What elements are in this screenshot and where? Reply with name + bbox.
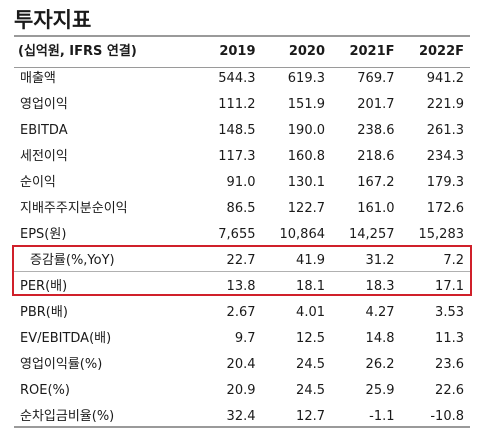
cell-value: 111.2 xyxy=(218,97,256,112)
cell-value: 31.2 xyxy=(365,253,395,268)
cell-value: 117.3 xyxy=(218,149,256,164)
cell-value: 3.53 xyxy=(435,305,464,320)
row-label: EBITDA xyxy=(20,123,68,138)
table-row-highlighted: PER(배) 13.8 18.1 18.3 17.1 xyxy=(14,274,470,300)
cell-value: 544.3 xyxy=(218,71,256,86)
table-row: 순이익 91.0 130.1 167.2 179.3 xyxy=(14,170,470,196)
cell-value: 14.8 xyxy=(365,331,395,346)
cell-value: 221.9 xyxy=(426,97,464,112)
cell-value: 4.01 xyxy=(296,305,325,320)
cell-value: 25.9 xyxy=(365,383,395,398)
table-row: 영업이익률(%) 20.4 24.5 26.2 23.6 xyxy=(14,352,470,378)
cell-value: 20.4 xyxy=(226,357,256,372)
cell-value: 26.2 xyxy=(365,357,395,372)
cell-value: -1.1 xyxy=(369,409,395,424)
row-label: EPS(원) xyxy=(20,227,67,242)
row-label: PER(배) xyxy=(20,279,68,294)
row-label: 순차입금비율(%) xyxy=(20,409,115,424)
cell-value: 161.0 xyxy=(357,201,395,216)
cell-value: 7.2 xyxy=(443,253,464,268)
cell-value: 41.9 xyxy=(296,253,325,268)
cell-value: 151.9 xyxy=(287,97,325,112)
table-header-row: (십억원, IFRS 연결) 2019 2020 2021F 2022F xyxy=(14,38,470,66)
cell-value: 190.0 xyxy=(287,123,325,138)
cell-value: 4.27 xyxy=(365,305,395,320)
cell-value: 130.1 xyxy=(287,175,325,190)
cell-value: 12.7 xyxy=(296,409,325,424)
cell-value: 13.8 xyxy=(226,279,256,294)
table-row: ROE(%) 20.9 24.5 25.9 22.6 xyxy=(14,378,470,404)
header-year-2022f: 2022F xyxy=(418,44,464,59)
cell-value: 261.3 xyxy=(426,123,464,138)
cell-value: 24.5 xyxy=(296,383,325,398)
row-label: 세전이익 xyxy=(20,149,68,164)
table-row: EV/EBITDA(배) 9.7 12.5 14.8 11.3 xyxy=(14,326,470,352)
top-rule xyxy=(14,35,470,37)
page-title: 투자지표 xyxy=(14,8,92,32)
cell-value: 17.1 xyxy=(435,279,464,294)
cell-value: 218.6 xyxy=(357,149,395,164)
table-row: PBR(배) 2.67 4.01 4.27 3.53 xyxy=(14,300,470,326)
cell-value: 234.3 xyxy=(426,149,464,164)
cell-value: 619.3 xyxy=(287,71,325,86)
row-label: PBR(배) xyxy=(20,305,68,320)
cell-value: 769.7 xyxy=(357,71,395,86)
highlight-divider xyxy=(14,271,470,272)
header-year-2019: 2019 xyxy=(219,44,256,59)
cell-value: 23.6 xyxy=(435,357,464,372)
row-label: EV/EBITDA(배) xyxy=(20,331,112,346)
table-row-highlighted: 증감률(%,YoY) 22.7 41.9 31.2 7.2 xyxy=(14,248,470,274)
cell-value: 18.3 xyxy=(365,279,395,294)
cell-value: 201.7 xyxy=(357,97,395,112)
row-label: 영업이익 xyxy=(20,97,68,112)
header-rule xyxy=(14,67,470,68)
table-row: 영업이익 111.2 151.9 201.7 221.9 xyxy=(14,92,470,118)
cell-value: 172.6 xyxy=(426,201,464,216)
table-row: EBITDA 148.5 190.0 238.6 261.3 xyxy=(14,118,470,144)
cell-value: 167.2 xyxy=(357,175,395,190)
table-row: 세전이익 117.3 160.8 218.6 234.3 xyxy=(14,144,470,170)
cell-value: 9.7 xyxy=(234,331,256,346)
table-row: 지배주주지분순이익 86.5 122.7 161.0 172.6 xyxy=(14,196,470,222)
row-label: 순이익 xyxy=(20,175,56,190)
investment-indicators-table: (십억원, IFRS 연결) 2019 2020 2021F 2022F 매출액… xyxy=(14,38,470,430)
cell-value: -10.8 xyxy=(430,409,464,424)
cell-value: 2.67 xyxy=(226,305,256,320)
cell-value: 22.7 xyxy=(226,253,256,268)
cell-value: 20.9 xyxy=(226,383,256,398)
row-label: 매출액 xyxy=(20,71,56,86)
header-year-2021f: 2021F xyxy=(349,44,395,59)
cell-value: 11.3 xyxy=(435,331,464,346)
cell-value: 179.3 xyxy=(426,175,464,190)
cell-value: 32.4 xyxy=(226,409,256,424)
cell-value: 12.5 xyxy=(296,331,325,346)
cell-value: 86.5 xyxy=(226,201,256,216)
cell-value: 22.6 xyxy=(435,383,464,398)
cell-value: 941.2 xyxy=(426,71,464,86)
row-label: 지배주주지분순이익 xyxy=(20,201,128,216)
row-label: 영업이익률(%) xyxy=(20,357,103,372)
bottom-rule xyxy=(14,426,470,428)
cell-value: 18.1 xyxy=(296,279,325,294)
cell-value: 91.0 xyxy=(226,175,256,190)
cell-value: 122.7 xyxy=(287,201,325,216)
cell-value: 10,864 xyxy=(279,227,326,242)
row-label: 증감률(%,YoY) xyxy=(30,253,115,268)
cell-value: 160.8 xyxy=(287,149,325,164)
cell-value: 15,283 xyxy=(418,227,465,242)
cell-value: 24.5 xyxy=(296,357,325,372)
header-year-2020: 2020 xyxy=(288,44,325,59)
cell-value: 7,655 xyxy=(218,227,256,242)
cell-value: 238.6 xyxy=(357,123,395,138)
table-row: 매출액 544.3 619.3 769.7 941.2 xyxy=(14,66,470,92)
table-row: 순차입금비율(%) 32.4 12.7 -1.1 -10.8 xyxy=(14,404,470,430)
row-label: ROE(%) xyxy=(20,383,70,398)
highlight-box xyxy=(12,245,472,296)
cell-value: 14,257 xyxy=(349,227,395,242)
cell-value: 148.5 xyxy=(218,123,256,138)
table-row: EPS(원) 7,655 10,864 14,257 15,283 xyxy=(14,222,470,248)
header-label: (십억원, IFRS 연결) xyxy=(18,44,137,59)
